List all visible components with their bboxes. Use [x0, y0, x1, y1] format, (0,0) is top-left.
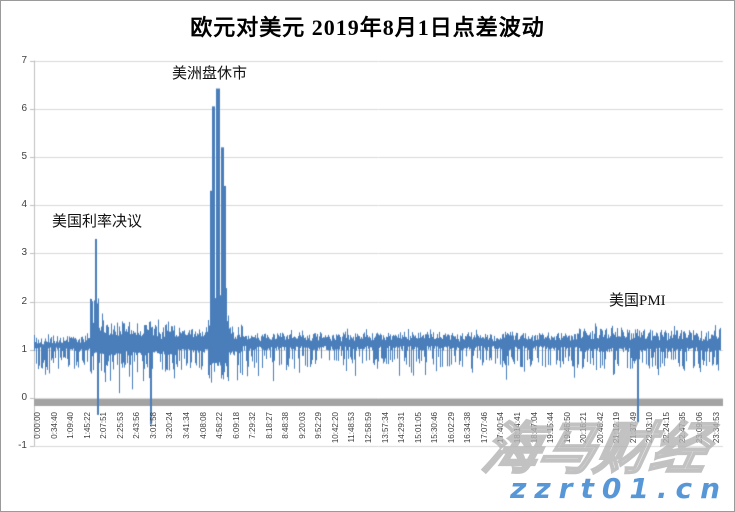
x-tick-label: 16:02:29 [446, 412, 456, 444]
y-tick-label: 2 [21, 295, 27, 307]
x-tick-label: 13:57:34 [380, 412, 390, 444]
x-tick-label: 9:20:03 [297, 412, 307, 439]
y-tick-label: -1 [18, 440, 27, 452]
x-tick-label: 1:45:22 [82, 412, 92, 439]
x-tick-label: 7:29:32 [248, 412, 258, 439]
y-tick-label: 7 [21, 54, 27, 66]
y-tick-label: 6 [21, 102, 27, 114]
x-tick-label: 8:18:27 [264, 412, 274, 439]
x-tick-label: 8:48:38 [281, 412, 291, 439]
x-tick-label: 9:52:29 [314, 412, 324, 439]
x-tick-label: 0:00:00 [33, 412, 42, 439]
x-tick-label: 2:07:51 [99, 412, 109, 439]
x-tick-label: 4:58:22 [215, 412, 225, 439]
x-tick-label: 12:58:59 [364, 412, 373, 444]
x-tick-label: 11:48:53 [347, 412, 357, 443]
chart-title: 欧元对美元 2019年8月1日点差波动 [190, 15, 545, 40]
annotation-americas-market-closed: 美洲盘休市 [172, 66, 248, 82]
y-tick-label: 4 [21, 199, 27, 211]
x-tick-label: 15:30:46 [430, 412, 440, 444]
x-tick-label: 16:34:38 [463, 412, 473, 444]
site-url-watermark: zzrt01.cn [510, 472, 728, 505]
annotation-us-pmi: 美国PMI [609, 293, 666, 309]
y-tick-label: 5 [21, 151, 27, 162]
annotation-us-rate-decision: 美国利率决议 [52, 214, 143, 230]
x-tick-label: 3:41:34 [181, 412, 191, 439]
x-tick-label: 15:01:05 [413, 412, 423, 444]
x-tick-label: 6:09:18 [231, 412, 241, 439]
y-tick-label: 3 [21, 247, 27, 259]
y-tick-label: 1 [21, 343, 27, 355]
x-tick-label: 4:08:08 [198, 412, 208, 439]
x-tick-label: 10:42:20 [330, 412, 340, 444]
x-tick-label: 2:43:56 [132, 412, 142, 439]
x-tick-label: 3:20:24 [165, 412, 175, 439]
y-tick-label: 0 [21, 392, 27, 403]
x-tick-label: 2:25:53 [115, 412, 125, 439]
x-tick-label: 14:29:31 [397, 412, 407, 444]
x-tick-label: 1:09:40 [66, 412, 76, 439]
x-tick-label: 0:34:40 [49, 412, 59, 439]
x-tick-label: 3:01:58 [148, 412, 158, 439]
